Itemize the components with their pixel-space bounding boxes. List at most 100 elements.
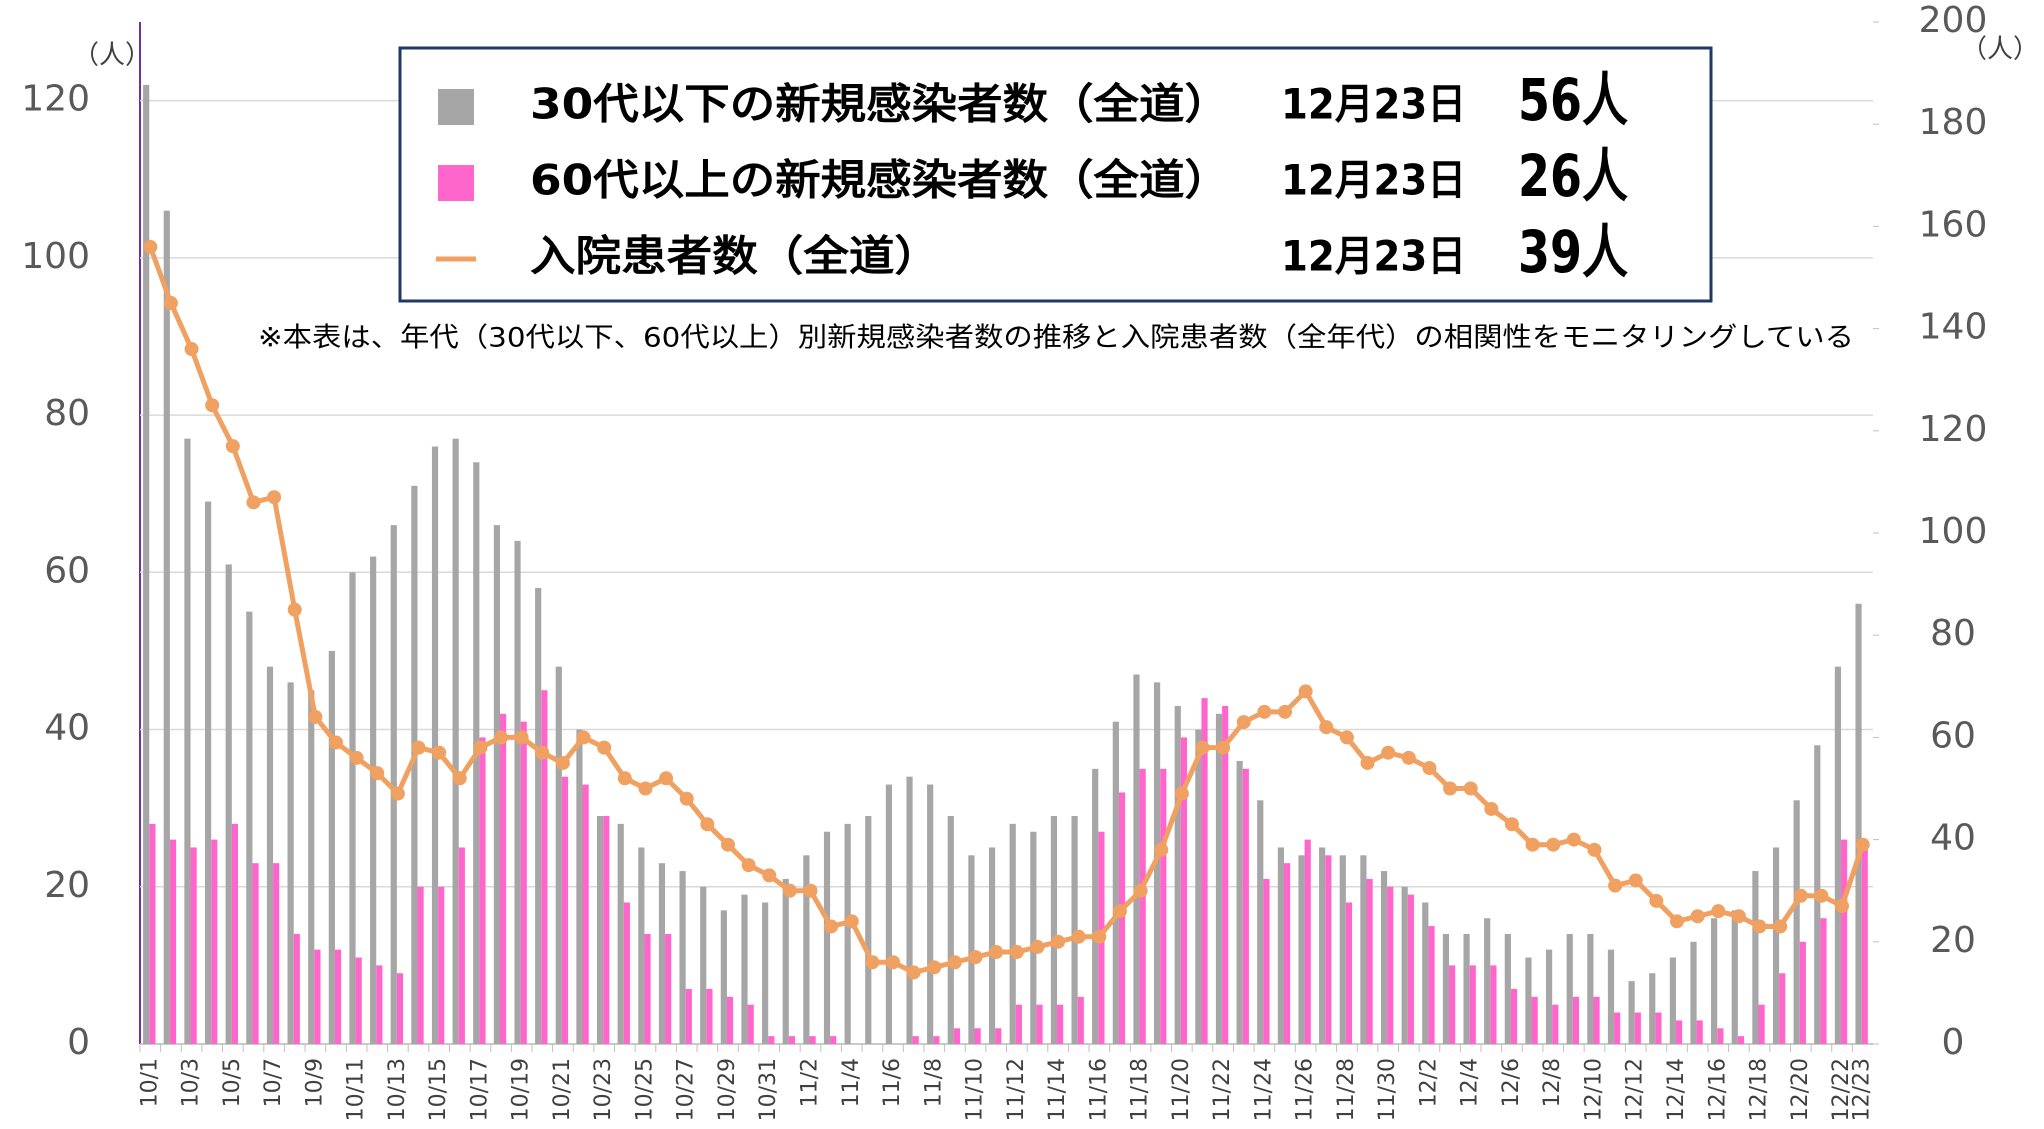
line-marker — [432, 745, 447, 760]
bar — [479, 737, 486, 1044]
y2-tick-label: 160 — [1919, 204, 1988, 245]
line-marker — [1339, 730, 1354, 745]
bar — [1669, 957, 1676, 1044]
bar — [1428, 926, 1435, 1044]
bar — [1118, 792, 1126, 1044]
x-tick-label: 11/26 — [1293, 1058, 1318, 1121]
line-marker — [1752, 919, 1767, 934]
line-marker — [617, 771, 632, 786]
bar — [390, 525, 397, 1044]
legend-date: 12月23日 — [1281, 232, 1466, 281]
bar — [1799, 941, 1806, 1044]
y2-tick-label: 180 — [1919, 102, 1988, 143]
y2-unit-label: （人） — [1961, 35, 2039, 65]
x-tick-label: 12/10 — [1581, 1058, 1606, 1121]
legend-label: 入院患者数（全道） — [530, 232, 940, 281]
bar — [231, 823, 238, 1044]
bar — [184, 438, 191, 1045]
y2-tick-label: 80 — [1930, 613, 1976, 654]
bar — [617, 823, 624, 1044]
bar — [885, 784, 892, 1044]
x-tick-label: 11/20 — [1169, 1058, 1194, 1121]
bar — [1841, 839, 1848, 1044]
legend-value: 26人 — [1518, 142, 1628, 210]
x-tick-label: 12/22 — [1829, 1058, 1854, 1121]
line-marker — [411, 740, 426, 755]
bar — [995, 1028, 1002, 1044]
bar — [1319, 847, 1326, 1044]
bar — [1180, 737, 1188, 1044]
bar — [555, 666, 562, 1044]
line-marker — [494, 730, 509, 745]
x-tick-label: 10/15 — [426, 1058, 451, 1121]
bar — [1737, 1036, 1745, 1044]
bar — [1484, 918, 1491, 1044]
line-marker — [1855, 837, 1870, 852]
bar — [803, 855, 810, 1044]
bar — [225, 564, 232, 1044]
x-tick-label: 11/30 — [1375, 1058, 1400, 1121]
line-marker — [1504, 817, 1519, 832]
bar — [1387, 886, 1394, 1044]
line-marker — [989, 945, 1004, 960]
line-marker — [1525, 837, 1540, 852]
bar — [541, 690, 548, 1044]
x-tick-label: 10/29 — [715, 1058, 740, 1121]
bar — [1036, 1004, 1043, 1044]
bar — [1092, 768, 1099, 1044]
bar — [1531, 996, 1538, 1044]
bar — [1566, 933, 1573, 1044]
bar — [1752, 871, 1759, 1044]
bar — [149, 823, 156, 1044]
note: ※本表は、年代（30代以下、60代以上）別新規感染者数の推移と入院患者数（全年代… — [258, 323, 1854, 354]
legend-swatch — [438, 165, 474, 201]
y2-tick-label: 40 — [1930, 818, 1976, 859]
bar — [1325, 855, 1332, 1044]
y-tick-label: 120 — [21, 79, 90, 120]
bar — [252, 863, 259, 1044]
x-tick-label: 10/21 — [550, 1058, 575, 1121]
bar — [1696, 1020, 1703, 1044]
bar — [1628, 981, 1635, 1044]
line-marker — [659, 771, 674, 786]
bar — [1401, 886, 1408, 1044]
x-tick-label: 11/6 — [880, 1058, 905, 1107]
bar — [355, 957, 362, 1044]
bar — [314, 949, 321, 1044]
bar — [968, 855, 975, 1044]
bar — [1469, 965, 1476, 1044]
line-marker — [927, 960, 942, 975]
x-tick-label: 11/28 — [1334, 1058, 1359, 1121]
line-marker — [741, 858, 756, 873]
bar — [726, 996, 734, 1044]
bar — [1545, 949, 1553, 1044]
legend-value: 56人 — [1518, 66, 1628, 134]
x-tick-label: 11/16 — [1086, 1058, 1111, 1121]
x-tick-label: 10/27 — [674, 1058, 699, 1121]
bar — [266, 666, 274, 1044]
legend-label: 30代以下の新規感染者数（全道） — [530, 80, 1230, 129]
line-marker — [1690, 909, 1705, 924]
line-marker — [225, 439, 240, 454]
bar — [1504, 933, 1511, 1044]
bar — [1283, 863, 1291, 1044]
bar — [1195, 729, 1202, 1044]
x-tick-label: 12/6 — [1499, 1058, 1524, 1107]
bar — [1572, 996, 1580, 1044]
bar — [1360, 855, 1367, 1044]
bar — [1861, 839, 1868, 1044]
line-marker — [246, 495, 261, 510]
line-marker — [679, 791, 694, 806]
bar — [1304, 839, 1311, 1044]
x-tick-label: 10/23 — [591, 1058, 616, 1121]
bar — [741, 894, 748, 1044]
y2-tick-label: 120 — [1919, 409, 1988, 450]
bar — [1057, 1004, 1064, 1044]
bar — [417, 886, 424, 1044]
bar — [988, 847, 996, 1044]
bar — [906, 776, 913, 1044]
bar — [1277, 847, 1284, 1044]
bar — [287, 682, 294, 1044]
y-tick-label: 60 — [44, 550, 90, 591]
bar — [308, 690, 315, 1044]
